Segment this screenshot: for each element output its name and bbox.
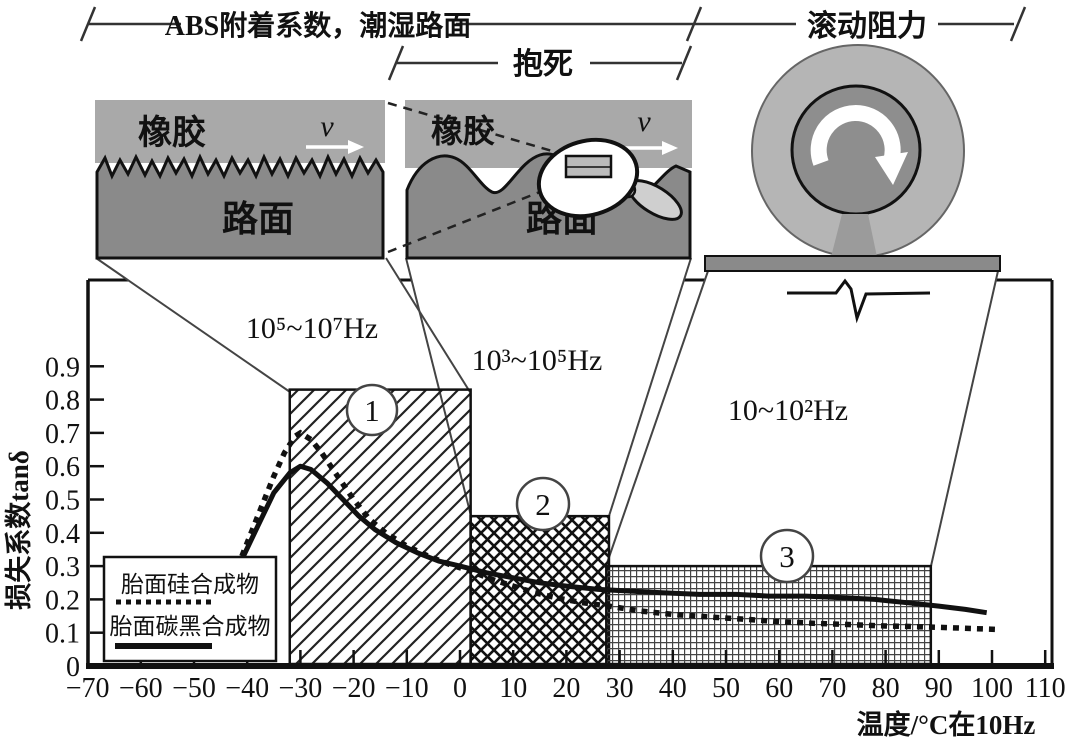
y-axis-ticks: 00.10.20.30.40.50.60.70.80.9 [45,352,104,683]
contact-patch [831,214,877,257]
velocity-label: v [320,110,334,143]
x-tick-label: −10 [385,673,429,704]
x-axis-ticks: −70 −60 −50 −40 −30 −20 −10 0 10 20 30 40 50 60 70 80 90… [66,650,1066,704]
x-tick-label: 70 [818,673,846,704]
x-tick-label: 10 [499,673,527,704]
x-tick-label: 90 [925,673,953,704]
y-tick-label: 0.8 [45,386,80,417]
y-tick-label: 0.2 [45,585,80,616]
legend-carbon-label: 胎面碳黑合成物 [110,614,271,639]
curve-silica [239,429,998,633]
panel-abs-illustration: 橡胶 路面 v [95,100,385,260]
rubber-block [95,100,385,163]
panel-rolling-illustration [704,44,1001,324]
curve-carbon-black [239,463,988,616]
region-number-2-text: 2 [535,487,551,522]
region-number-3: 3 [759,528,815,584]
velocity-arrow-icon [306,140,364,154]
x-tick-label: 50 [712,673,740,704]
x-tick-label: −30 [279,673,323,704]
x-tick-label: −70 [66,673,110,704]
rubber-label: 橡胶 [138,114,206,152]
x-tick-label: −50 [172,673,216,704]
y-tick-label: 0 [66,652,80,683]
x-tick-label: 40 [659,673,687,704]
freq-label-abs: 10⁵~10⁷Hz [246,312,378,345]
region-abs-rect [288,388,472,666]
bracket-rolling-label: 滚动阻力 [807,10,927,43]
rubber-label: 橡胶 [431,113,495,149]
road-bar [704,255,1001,272]
x-tick-label: 80 [872,673,900,704]
region-number-1-text: 1 [364,393,380,428]
velocity-label: v [637,105,651,138]
x-tick-label: 0 [453,673,467,704]
region-number-3-text: 3 [779,539,795,574]
magnifier-guide-lines [387,101,556,254]
y-tick-label: 0.6 [45,452,80,483]
funnel-lock [406,258,691,516]
bracket-abs-label: ABS附着系数，潮湿路面 [165,9,471,42]
bracket-end-tick [387,45,405,81]
bracket-abs [79,6,703,42]
magnifier-icon [536,137,683,221]
legend-box: 胎面硅合成物 胎面碳黑合成物 [102,555,278,663]
bracket-rolling [694,6,1027,42]
bracket-end-tick [675,45,693,81]
x-tick-label: −40 [225,673,269,704]
x-tick-label: −20 [332,673,376,704]
x-tick-label: 110 [1025,673,1066,704]
plot-area: 10⁵~10⁷Hz 10³~10⁵Hz 10~10²Hz −70 −60 −50 −4… [4,257,1066,740]
y-tick-label: 0.3 [45,552,80,583]
region-number-1: 1 [345,383,399,437]
freq-label-rolling: 10~10²Hz [728,394,848,427]
x-tick-label: 30 [606,673,634,704]
legend-silica-label: 胎面硅合成物 [121,572,259,597]
x-tick-label: −60 [119,673,163,704]
y-axis-title: 损失系数tanδ [4,450,34,610]
freq-label-lock: 10³~10⁵Hz [472,344,603,377]
y-tick-label: 0.7 [45,419,80,450]
x-tick-label: 100 [971,673,1013,704]
bracket-lock-label: 抱死 [513,48,573,81]
x-axis-title: 温度/°C在10Hz [857,709,1036,740]
funnel-rolling [606,271,998,566]
panel-lock-illustration: 橡胶 路面 v [387,100,692,260]
road-block-jagged [95,153,385,260]
y-tick-label: 0.5 [45,486,80,517]
deformation-pulse [787,278,931,324]
x-tick-label: 60 [765,673,793,704]
region-number-2: 2 [515,476,571,532]
road-label: 路面 [222,199,294,239]
bracket-end-tick [79,6,97,42]
bracket-lock [387,45,693,81]
x-tick-label: 20 [552,673,580,704]
funnel-abs [96,258,470,392]
region-rolling-rect [605,564,933,666]
y-tick-label: 0.1 [45,619,80,650]
bracket-end-tick [1009,6,1027,42]
y-tick-label: 0.9 [45,352,80,383]
rotation-arrow-icon [810,105,908,185]
y-tick-label: 0.4 [45,519,80,550]
